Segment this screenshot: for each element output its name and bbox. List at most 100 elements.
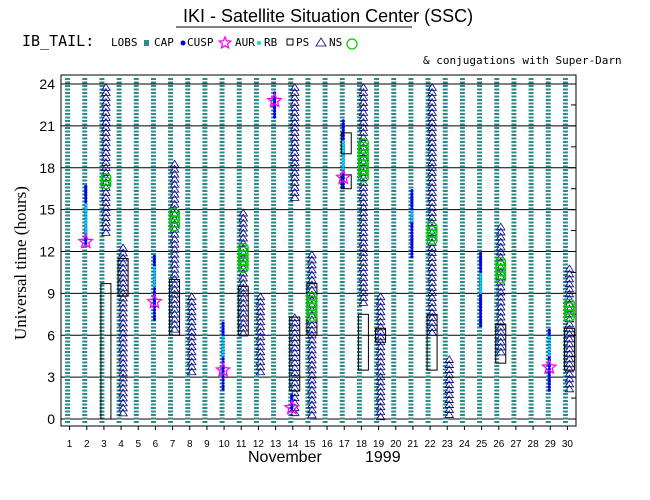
ns-marker	[306, 345, 317, 354]
rb-marker	[341, 167, 345, 171]
cap-marker	[341, 122, 345, 126]
cap-marker	[341, 134, 345, 138]
ns-marker	[427, 322, 438, 331]
rb-marker	[341, 158, 345, 162]
ps-region-box	[289, 316, 301, 392]
rb-marker	[221, 341, 225, 345]
ps-region-box	[100, 283, 112, 420]
ns-marker	[375, 397, 386, 406]
ns-marker	[238, 303, 249, 312]
ns-marker	[495, 347, 506, 356]
aurora-marker	[334, 168, 352, 185]
x-tick-label-22: 22	[425, 439, 437, 450]
ns-marker	[255, 322, 266, 331]
cap-marker	[272, 100, 277, 104]
cap-marker	[410, 201, 414, 205]
ns-marker	[375, 387, 386, 396]
ps-region-box	[117, 257, 129, 297]
ns-marker	[306, 260, 317, 269]
ns-marker	[495, 297, 506, 306]
ns-marker	[186, 297, 197, 306]
ns-marker	[118, 293, 129, 302]
ns-marker	[186, 347, 197, 356]
ns-marker	[306, 330, 317, 339]
x-tick-label-23: 23	[442, 439, 454, 450]
neutral-sheet-marker	[357, 155, 370, 165]
ns-marker	[100, 87, 111, 96]
cap-marker	[478, 317, 483, 322]
ns-marker	[306, 405, 317, 414]
ns-marker	[495, 287, 506, 296]
neutral-sheet-marker	[237, 253, 249, 263]
ns-marker	[289, 92, 300, 101]
ns-marker	[564, 339, 575, 348]
cap-marker	[341, 176, 345, 180]
legend-ns-symbol	[346, 38, 358, 50]
x-tick-label-17: 17	[339, 439, 351, 450]
cap-marker	[84, 199, 88, 204]
ns-marker	[289, 343, 300, 352]
ns-marker	[238, 218, 249, 227]
cap-marker	[84, 187, 88, 192]
ns-marker	[375, 347, 386, 356]
ns-marker	[358, 227, 369, 236]
ns-marker	[306, 365, 317, 374]
ns-marker	[289, 142, 300, 151]
ns-marker	[118, 363, 129, 372]
rb-marker	[84, 209, 88, 213]
ns-marker	[427, 312, 438, 321]
ns-marker	[118, 303, 129, 312]
ns-marker	[375, 337, 386, 346]
cap-marker	[478, 299, 483, 304]
x-tick-label-18: 18	[356, 439, 368, 450]
ns-marker	[118, 403, 129, 412]
neutral-sheet-marker	[495, 270, 507, 281]
ns-marker	[118, 368, 129, 377]
ns-marker	[186, 322, 197, 331]
cap-marker	[410, 240, 414, 244]
rb-marker	[221, 335, 225, 339]
ns-marker	[495, 337, 506, 346]
cap-marker	[478, 257, 483, 262]
ns-marker	[495, 237, 506, 246]
ns-marker	[238, 298, 249, 307]
neutral-sheet-marker	[357, 152, 370, 162]
cap-marker	[547, 367, 551, 371]
rb-marker	[479, 288, 482, 291]
ns-marker	[169, 249, 180, 258]
neutral-sheet-marker	[563, 298, 576, 308]
cap-marker	[547, 355, 551, 359]
cap-marker	[478, 251, 483, 256]
ns-marker	[444, 360, 455, 368]
cap-marker	[547, 385, 551, 389]
ns-marker	[289, 187, 300, 196]
rb-marker	[547, 341, 551, 345]
ns-marker	[427, 152, 438, 161]
cap-marker	[410, 231, 414, 235]
cap-marker	[152, 308, 157, 312]
rb-marker	[341, 149, 345, 153]
aurora-marker	[77, 232, 95, 249]
rb-marker	[84, 215, 88, 219]
ns-marker	[238, 273, 249, 282]
ns-marker	[564, 274, 575, 283]
rb-marker	[153, 278, 156, 281]
ns-marker	[118, 283, 129, 292]
ns-marker	[358, 187, 369, 196]
ps-region-box	[357, 313, 369, 371]
ns-marker	[255, 352, 266, 361]
ns-marker	[444, 380, 455, 388]
ns-marker	[289, 182, 300, 191]
ns-marker	[169, 184, 180, 193]
ns-marker	[118, 273, 129, 282]
ns-marker	[118, 353, 129, 362]
legend-lobe-symbol	[144, 40, 149, 46]
ns-marker	[186, 302, 197, 311]
cap-marker	[152, 305, 157, 309]
ns-marker	[118, 383, 129, 392]
cap-marker	[221, 366, 225, 370]
neutral-sheet-marker	[100, 173, 112, 183]
ns-marker	[306, 410, 317, 419]
neutral-sheet-marker	[495, 267, 507, 277]
